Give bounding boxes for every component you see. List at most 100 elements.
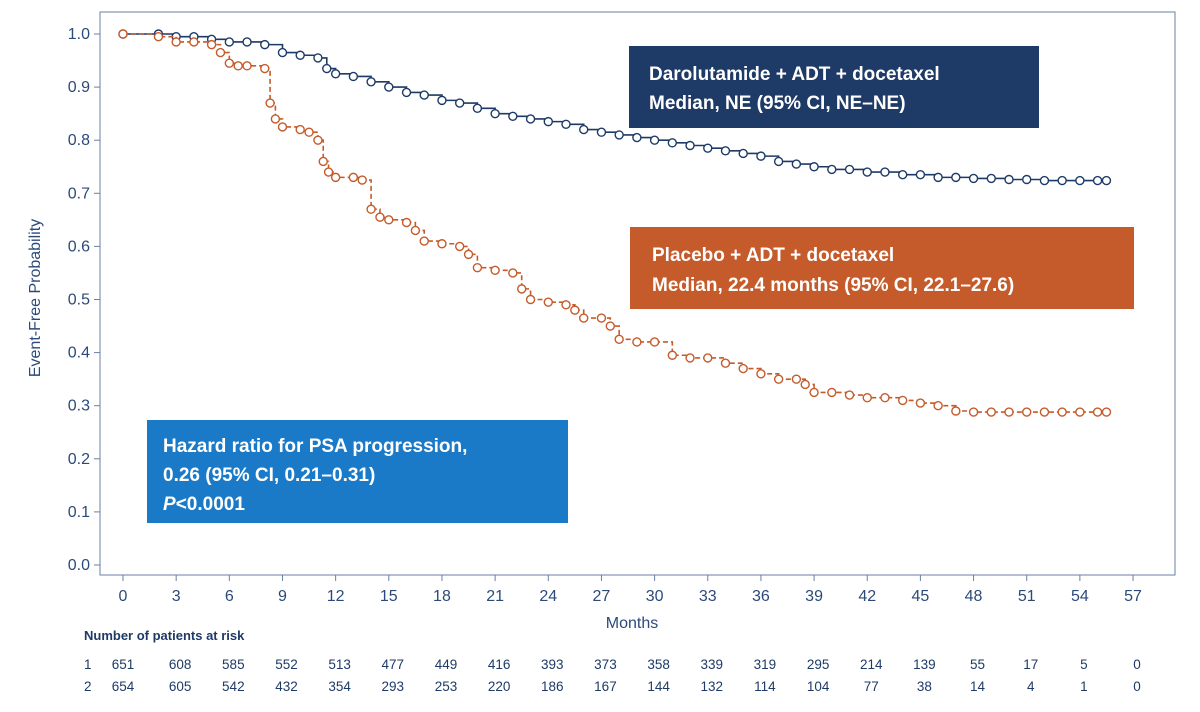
annotation-line: Median, 22.4 months (95% CI, 22.1–27.6) bbox=[652, 275, 1014, 296]
annotation-line: 0.26 (95% CI, 0.21–0.31) bbox=[163, 465, 375, 486]
annotation-line: Hazard ratio for PSA progression, bbox=[163, 436, 467, 457]
y-tick-label: 0.3 bbox=[68, 398, 90, 415]
censor-marker-darolutamide bbox=[756, 151, 766, 161]
risk-value: 654 bbox=[112, 679, 135, 694]
censor-marker-darolutamide bbox=[1092, 175, 1103, 186]
censor-marker-placebo bbox=[570, 305, 580, 315]
plot-frame bbox=[99, 11, 1176, 576]
risk-value: 5 bbox=[1080, 657, 1088, 672]
x-tick-label: 6 bbox=[225, 588, 234, 605]
risk-value: 132 bbox=[700, 679, 723, 694]
censor-marker-placebo bbox=[632, 337, 642, 347]
risk-value: 214 bbox=[860, 657, 883, 672]
censor-marker-placebo bbox=[862, 393, 872, 403]
censor-marker-darolutamide bbox=[384, 82, 394, 92]
censor-marker-darolutamide bbox=[330, 69, 341, 79]
risk-value: 354 bbox=[328, 679, 351, 694]
censor-marker-placebo bbox=[153, 31, 164, 42]
y-tick-label: 0.9 bbox=[68, 79, 90, 96]
risk-value: 608 bbox=[169, 657, 192, 672]
censor-marker-placebo bbox=[800, 379, 810, 390]
censor-marker-darolutamide bbox=[844, 164, 855, 175]
x-tick-label: 42 bbox=[858, 588, 876, 605]
risk-value: 55 bbox=[970, 657, 985, 672]
censor-marker-darolutamide bbox=[968, 173, 979, 184]
censor-marker-placebo bbox=[206, 39, 217, 50]
risk-value: 373 bbox=[594, 657, 617, 672]
x-tick-label: 27 bbox=[593, 588, 611, 605]
annotation-layer: Darolutamide + ADT + docetaxel Median, NE… bbox=[147, 46, 1134, 523]
y-axis-ticks: 0.0 0.1 0.2 0.3 0.4 0.5 0.6 0.7 0.8 0.9 1.0 bbox=[68, 26, 100, 574]
annotation-box-hr_box bbox=[147, 420, 568, 523]
y-tick-label: 0.0 bbox=[68, 557, 90, 574]
censor-marker-placebo bbox=[596, 313, 607, 323]
censor-marker-placebo bbox=[233, 61, 243, 71]
censor-marker-darolutamide bbox=[685, 140, 695, 151]
censor-marker-placebo bbox=[951, 406, 961, 416]
censor-marker-placebo bbox=[189, 37, 199, 47]
risk-value: 432 bbox=[275, 679, 298, 694]
censor-marker-placebo bbox=[579, 313, 589, 323]
annotation-line: Darolutamide + ADT + docetaxel bbox=[649, 64, 940, 85]
annotation-pla_box: Placebo + ADT + docetaxel Median, 22.4 mo… bbox=[630, 227, 1134, 309]
risk-value: 319 bbox=[754, 657, 777, 672]
plot-border bbox=[99, 11, 1176, 576]
censor-marker-darolutamide bbox=[1039, 175, 1050, 186]
risk-table-title: Number of patients at risk bbox=[84, 628, 245, 643]
censor-marker-darolutamide bbox=[933, 172, 943, 183]
censor-marker-darolutamide bbox=[951, 172, 961, 183]
y-axis-title: Event-Free Probability bbox=[27, 219, 44, 377]
x-tick-label: 21 bbox=[486, 588, 504, 605]
censor-marker-darolutamide bbox=[791, 159, 802, 169]
censor-marker-darolutamide bbox=[472, 103, 483, 114]
censor-marker-placebo bbox=[224, 58, 235, 68]
censor-marker-placebo bbox=[685, 353, 695, 363]
x-tick-label: 24 bbox=[539, 588, 557, 605]
censor-marker-darolutamide bbox=[897, 170, 908, 180]
censor-marker-darolutamide bbox=[1004, 174, 1014, 185]
x-axis-ticks: 0 3 6 9 12 15 18 21 24 27 30 33 36 39 42 45 48 51 54 57 bbox=[119, 575, 1142, 605]
censor-marker-placebo bbox=[1057, 407, 1067, 417]
annotation-box-pla_box bbox=[630, 227, 1134, 309]
censor-marker-placebo bbox=[323, 167, 334, 177]
x-tick-label: 36 bbox=[752, 588, 770, 605]
censor-marker-placebo bbox=[897, 395, 908, 406]
annotation-line: Median, NE (95% CI, NE–NE) bbox=[649, 93, 906, 114]
censor-marker-darolutamide bbox=[738, 148, 748, 159]
censor-marker-placebo bbox=[265, 98, 275, 108]
censor-marker-placebo bbox=[605, 321, 615, 331]
censor-marker-placebo bbox=[703, 353, 713, 363]
risk-value: 144 bbox=[647, 679, 670, 694]
censor-marker-placebo bbox=[844, 390, 855, 400]
x-tick-label: 57 bbox=[1124, 588, 1142, 605]
y-tick-label: 0.1 bbox=[68, 504, 90, 521]
risk-row-label: 1 bbox=[84, 657, 92, 672]
censor-marker-placebo bbox=[773, 374, 784, 384]
censor-marker-placebo bbox=[490, 265, 500, 275]
x-axis-title: Months bbox=[606, 615, 658, 632]
censor-marker-darolutamide bbox=[827, 164, 837, 175]
censor-marker-darolutamide bbox=[862, 167, 872, 177]
annotation-hr_box: Hazard ratio for PSA progression, 0.26 (9… bbox=[147, 420, 568, 523]
risk-value: 139 bbox=[913, 657, 936, 672]
y-tick-label: 0.8 bbox=[68, 132, 90, 149]
x-tick-label: 51 bbox=[1018, 588, 1036, 605]
censor-marker-placebo bbox=[472, 262, 483, 273]
censor-marker-darolutamide bbox=[632, 132, 642, 143]
risk-value: 38 bbox=[917, 679, 932, 694]
censor-marker-darolutamide bbox=[649, 135, 660, 145]
x-tick-label: 0 bbox=[119, 588, 128, 605]
censor-marker-placebo bbox=[1004, 407, 1014, 417]
series-layer bbox=[118, 29, 1112, 417]
censor-marker-darolutamide bbox=[277, 47, 288, 58]
censor-marker-placebo bbox=[756, 369, 766, 379]
censor-marker-placebo bbox=[1092, 407, 1103, 417]
annotation-line: Placebo + ADT + docetaxel bbox=[652, 245, 894, 266]
risk-value: 416 bbox=[488, 657, 511, 672]
censor-marker-placebo bbox=[543, 297, 553, 307]
censor-marker-placebo bbox=[419, 236, 429, 246]
censor-marker-darolutamide bbox=[614, 130, 624, 140]
censor-marker-darolutamide bbox=[525, 114, 536, 124]
y-tick-label: 0.2 bbox=[68, 451, 90, 468]
